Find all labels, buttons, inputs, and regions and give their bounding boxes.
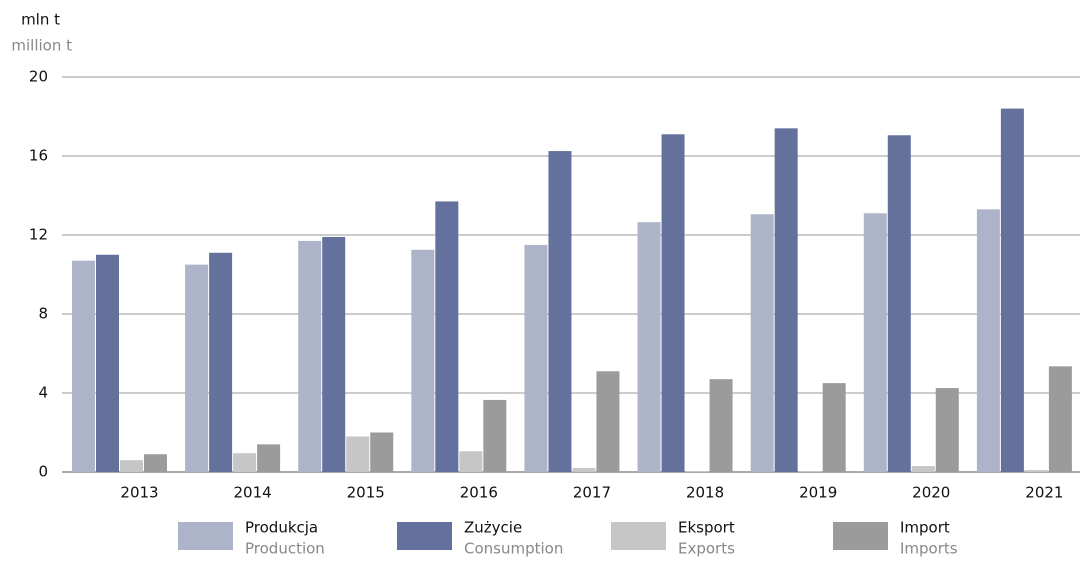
x-tick-label: 2018 (686, 484, 724, 502)
x-tick-label: 2021 (1025, 484, 1063, 502)
bar (209, 252, 233, 472)
x-tick-label: 2016 (460, 484, 498, 502)
bar (96, 254, 119, 472)
bar (435, 201, 459, 473)
bar (774, 128, 798, 472)
bar (685, 471, 709, 472)
y-tick-label: 4 (38, 384, 48, 402)
legend-swatch (397, 522, 452, 550)
legend-swatch (178, 522, 233, 550)
legend-label-en: Exports (678, 540, 735, 558)
x-tick-label: 2019 (799, 484, 837, 502)
bar (637, 222, 661, 472)
legend-label: Produkcja (245, 519, 318, 537)
bar (322, 236, 346, 472)
bar (548, 151, 572, 472)
legend-label-en: Production (245, 540, 325, 558)
bar (935, 388, 959, 472)
bar (524, 244, 548, 472)
bar (596, 371, 620, 472)
bar (1024, 470, 1048, 472)
legend-label: Import (900, 519, 950, 537)
x-tick-label: 2020 (912, 484, 950, 502)
bar (863, 213, 887, 472)
x-tick-label: 2017 (573, 484, 611, 502)
legend-label: Zużycie (464, 519, 522, 537)
bar (572, 468, 596, 472)
bar (1048, 366, 1072, 472)
y-axis-label-en: million t (11, 37, 72, 55)
bar (911, 466, 935, 472)
x-tick-label: 2015 (347, 484, 385, 502)
x-tick-label: 2014 (234, 484, 272, 502)
bar (298, 240, 322, 472)
y-tick-label: 20 (29, 68, 48, 86)
bar (72, 260, 95, 472)
legend-label-en: Consumption (464, 540, 563, 558)
bar (887, 135, 911, 472)
y-tick-label: 8 (38, 305, 48, 323)
bar (370, 432, 394, 472)
bar (709, 379, 733, 472)
bar (233, 453, 257, 472)
bar (661, 134, 685, 472)
bar (411, 249, 435, 472)
legend-swatch (611, 522, 666, 550)
bar (750, 214, 774, 472)
y-tick-label: 0 (38, 463, 48, 481)
bar (822, 383, 846, 472)
legend-label: Eksport (678, 519, 735, 537)
bar (257, 444, 281, 472)
y-tick-label: 16 (29, 147, 48, 165)
legend-swatch (833, 522, 888, 550)
y-axis-label: mln t (21, 11, 60, 29)
bar (144, 454, 167, 472)
x-tick-label: 2013 (120, 484, 158, 502)
y-tick-label: 12 (29, 226, 48, 244)
bar (185, 264, 209, 472)
bar (459, 451, 483, 472)
bar (1000, 108, 1024, 472)
bar (976, 209, 1000, 472)
bar (120, 460, 143, 472)
bar (346, 436, 370, 472)
legend-label-en: Imports (900, 540, 958, 558)
bar (483, 399, 507, 472)
bar (798, 471, 822, 472)
